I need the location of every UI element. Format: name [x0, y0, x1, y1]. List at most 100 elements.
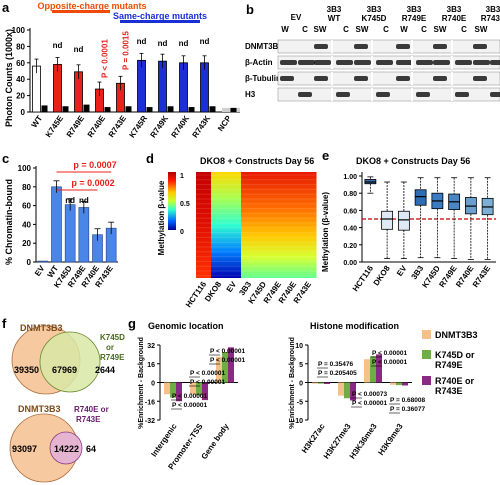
same-header: Same-charge mutants: [113, 11, 207, 21]
a-bar: [53, 64, 62, 113]
g-pvalue: P < 0.00001: [172, 402, 208, 409]
a-ytick-label: 20: [16, 92, 25, 101]
a-category-label: K745R: [127, 114, 149, 140]
blot-group-line2: WT: [328, 14, 341, 23]
heatmap-column: [256, 172, 272, 278]
blot-band: [473, 60, 490, 65]
g-pvalue: P < 0.00073: [352, 391, 388, 398]
g-ytick-label: 5: [299, 362, 303, 369]
venn-2-left-count: 93097: [12, 444, 37, 454]
blot-band: [280, 60, 297, 65]
g-bar: [364, 359, 370, 383]
blot-lane-label: C: [421, 25, 427, 34]
panel-a-ylabel: Photon Counts (1000x): [4, 29, 14, 127]
c-ytick-label: 40: [22, 220, 31, 229]
c-nd-label: nd: [79, 196, 89, 205]
e-box: [414, 189, 427, 206]
a-small-bar: [125, 106, 132, 112]
venn-1-overlap-count: 67969: [52, 365, 77, 375]
panel-a-letter: a: [2, 0, 10, 15]
g-pvalue: P = 0.68008: [390, 397, 426, 404]
blot-band: [396, 44, 410, 49]
g-bar: [222, 352, 228, 383]
g-category-label: H3K27ac: [300, 422, 327, 455]
panel-b: b EV3B3WT3B3K745D3B3R749E3B3R740E3B3R743…: [245, 2, 500, 102]
a-pvalue: P = 0.0015: [122, 31, 131, 70]
blot-band: [455, 92, 469, 97]
a-ytick-label: 60: [16, 59, 25, 68]
a-category-label: K745E: [44, 113, 66, 139]
e-category-label: DKO8: [372, 264, 392, 288]
a-nd-label: nd: [158, 39, 168, 48]
g-bar: [376, 354, 382, 383]
a-nd-label: nd: [137, 37, 147, 46]
blot-band: [473, 76, 487, 81]
a-category-label: R749E: [65, 113, 87, 139]
a-ytick-label: 80: [16, 42, 25, 51]
a-small-bar: [83, 104, 90, 112]
same-header-bar: [120, 20, 200, 23]
panel-d-ylabel: Methylation β-value: [157, 180, 166, 255]
blot-band: [336, 60, 353, 65]
blot-lane-label: C: [461, 25, 467, 34]
panel-d-title: DKO8 + Constructs Day 56: [200, 156, 314, 166]
g-pvalue: P < 0.00001: [372, 359, 408, 366]
g-ytick-label: 32: [147, 343, 155, 350]
panel-c-ylabel: % Chromatin-bound: [4, 179, 14, 265]
legend-swatch: [422, 376, 431, 385]
blot-lane-label: W: [281, 25, 289, 34]
a-category-label: NCP: [216, 113, 233, 133]
blot-band: [490, 60, 500, 65]
blot-lane-label: C: [383, 25, 389, 34]
a-category-label: R740E: [86, 113, 108, 139]
heatmap-column: [271, 172, 287, 278]
c-ytick-label: 20: [22, 239, 31, 248]
venn-1-left-label: DNMT3B3: [20, 323, 63, 333]
blot-band: [280, 76, 294, 81]
e-ytick-label: 0.80: [343, 191, 357, 198]
venn-2-right-label: R743E: [76, 415, 101, 424]
blot-band: [433, 60, 450, 65]
a-nd-label: nd: [53, 41, 63, 50]
blot-group-line1: 3B3: [407, 5, 422, 14]
g-bar: [164, 382, 170, 395]
e-category-label: 3B3: [409, 264, 425, 282]
a-category-label: R743E: [107, 113, 129, 139]
g-category-label: H3K9me3: [376, 422, 405, 457]
blot-band: [396, 60, 413, 65]
blot-lane-labels: W C SW C SW C W C SW C SW: [281, 25, 488, 34]
a-ytick-label: 100: [12, 26, 26, 35]
e-ytick-label: 0.40: [343, 226, 357, 233]
blot-group-line2: R749E: [402, 14, 427, 23]
venn-2-left-label: DNMT3B3: [18, 404, 61, 414]
legend-swatch: [422, 330, 431, 339]
a-bar: [200, 62, 209, 113]
blot-band: [298, 92, 312, 97]
g-bar: [402, 382, 408, 386]
c-bar: [37, 260, 49, 263]
c-category-label: EV: [33, 263, 47, 277]
blot-lane-label: SW: [314, 25, 327, 34]
c-ytick-label: 80: [22, 183, 31, 192]
g-pvalue: P < 0.00001: [352, 400, 388, 407]
genomic-title: Genomic location: [148, 321, 224, 331]
panel-b-letter: b: [246, 2, 254, 17]
blot-lane-label: C: [343, 25, 349, 34]
blot-row-label: β-Actin: [245, 58, 273, 67]
heatmap-column: [196, 172, 212, 278]
blot-lane-label: SW: [475, 25, 488, 34]
panel-g-legend: DNMT3B3 K745D or R749E R740E or R743E: [422, 330, 478, 396]
g-ytick-label: -5: [297, 399, 303, 406]
panel-g: g Genomic location Histone modification …: [128, 316, 478, 471]
blot-lane-label: SW: [356, 25, 369, 34]
g-ytick-label: 0: [299, 381, 303, 388]
a-category-label: R740K: [169, 114, 191, 140]
panel-d-letter: d: [146, 151, 154, 166]
e-category-label: EV: [395, 263, 409, 277]
panel-g-letter: g: [128, 316, 136, 331]
a-category-label: R743K: [190, 114, 212, 140]
heatmap-scale-label: 0: [180, 229, 184, 236]
